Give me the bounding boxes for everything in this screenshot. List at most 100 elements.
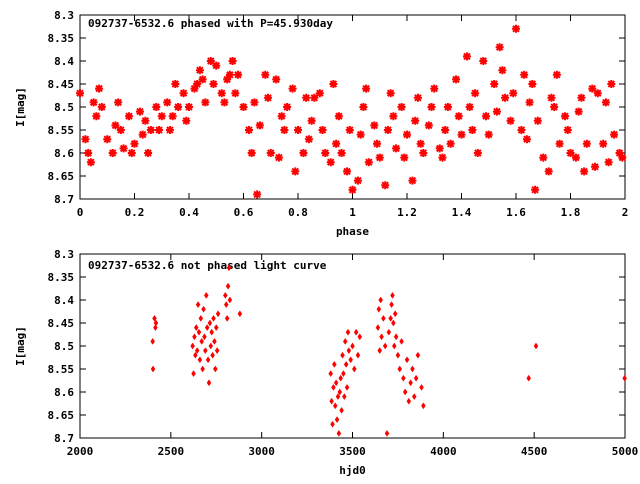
data-point bbox=[389, 301, 394, 309]
data-point bbox=[329, 397, 334, 405]
data-point bbox=[533, 342, 539, 350]
x-axis-label: phase bbox=[336, 225, 369, 238]
y-tick-label: 8.6 bbox=[54, 386, 74, 399]
data-point bbox=[333, 379, 339, 387]
data-point bbox=[555, 139, 564, 148]
data-point bbox=[231, 89, 240, 98]
data-point bbox=[400, 153, 409, 162]
data-point bbox=[441, 126, 450, 134]
data-point bbox=[406, 397, 412, 405]
data-point bbox=[574, 107, 583, 116]
data-point bbox=[343, 167, 352, 176]
data-point bbox=[588, 84, 597, 93]
x-tick-label: 0.8 bbox=[288, 206, 308, 219]
data-point bbox=[492, 107, 501, 116]
data-point bbox=[253, 190, 262, 199]
data-point bbox=[404, 356, 410, 364]
data-point bbox=[457, 130, 466, 139]
data-point bbox=[200, 365, 205, 373]
data-point bbox=[197, 356, 203, 364]
data-point bbox=[479, 57, 488, 65]
data-point bbox=[332, 360, 337, 368]
data-point bbox=[443, 103, 452, 111]
data-point bbox=[206, 379, 212, 387]
data-point bbox=[388, 314, 393, 322]
data-point bbox=[563, 126, 572, 134]
data-point bbox=[318, 126, 327, 134]
data-point bbox=[410, 365, 415, 373]
data-point bbox=[234, 70, 243, 79]
data-point bbox=[264, 93, 273, 102]
data-point bbox=[397, 365, 403, 373]
y-tick-label: 8.3 bbox=[54, 9, 74, 22]
data-point bbox=[339, 406, 344, 414]
y-tick-label: 8.55 bbox=[48, 124, 75, 137]
data-point bbox=[512, 24, 520, 33]
data-point bbox=[415, 351, 421, 359]
data-point bbox=[328, 370, 334, 378]
data-point bbox=[378, 296, 383, 304]
data-point bbox=[213, 324, 219, 332]
x-tick-label: 2500 bbox=[158, 445, 185, 458]
data-point bbox=[86, 158, 95, 167]
data-point bbox=[277, 112, 286, 121]
data-point bbox=[215, 310, 221, 318]
data-point bbox=[261, 70, 270, 79]
data-point bbox=[330, 420, 335, 428]
data-point bbox=[272, 75, 281, 84]
data-point bbox=[283, 103, 292, 111]
data-point bbox=[332, 139, 341, 148]
x-tick-label: 2 bbox=[622, 206, 629, 219]
data-point bbox=[342, 337, 348, 345]
data-point bbox=[171, 80, 180, 88]
data-point bbox=[454, 112, 463, 121]
data-point bbox=[389, 112, 398, 121]
data-point bbox=[165, 126, 174, 134]
data-point bbox=[193, 324, 199, 332]
data-point bbox=[386, 328, 392, 336]
y-tick-label: 8.45 bbox=[48, 78, 75, 91]
data-point bbox=[225, 70, 234, 79]
data-point bbox=[244, 126, 253, 134]
data-point bbox=[593, 89, 602, 98]
data-point bbox=[332, 402, 338, 410]
data-point bbox=[201, 98, 210, 107]
data-point bbox=[411, 116, 420, 125]
data-point bbox=[531, 185, 540, 194]
data-point bbox=[202, 333, 207, 341]
data-point bbox=[435, 144, 444, 153]
y-tick-label: 8.55 bbox=[48, 363, 75, 376]
data-point bbox=[599, 139, 608, 148]
data-point bbox=[384, 429, 390, 437]
data-point bbox=[544, 167, 553, 176]
data-point bbox=[345, 126, 354, 134]
data-point bbox=[294, 126, 302, 134]
data-point bbox=[92, 112, 101, 121]
data-point bbox=[341, 370, 346, 378]
x-tick-label: 0.2 bbox=[125, 206, 145, 219]
data-point bbox=[362, 84, 371, 93]
x-tick-label: 1.2 bbox=[397, 206, 417, 219]
data-point bbox=[490, 80, 499, 88]
data-point bbox=[163, 98, 172, 107]
data-point bbox=[193, 351, 198, 359]
data-point bbox=[498, 66, 507, 75]
data-point bbox=[582, 139, 591, 148]
data-point bbox=[255, 121, 264, 130]
data-point bbox=[239, 103, 248, 111]
data-point bbox=[373, 139, 382, 148]
data-point bbox=[81, 135, 90, 144]
data-point bbox=[471, 89, 480, 98]
data-point bbox=[212, 61, 221, 70]
data-point bbox=[438, 153, 447, 162]
data-point bbox=[155, 126, 164, 134]
data-point bbox=[228, 57, 237, 65]
y-tick-label: 8.6 bbox=[54, 147, 74, 160]
data-point bbox=[401, 374, 406, 382]
data-point bbox=[344, 383, 350, 391]
data-point bbox=[482, 112, 491, 121]
data-point bbox=[209, 80, 218, 88]
data-point bbox=[204, 324, 210, 332]
data-point bbox=[468, 126, 477, 134]
